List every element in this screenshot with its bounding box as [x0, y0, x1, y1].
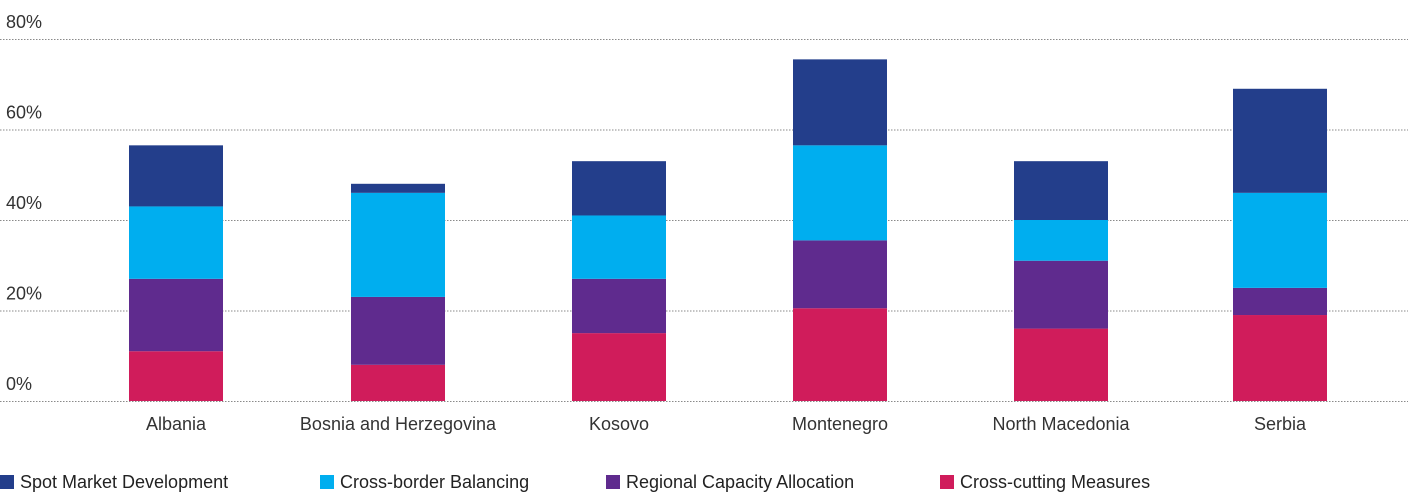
- legend-label: Spot Market Development: [20, 472, 229, 492]
- bar-segment: [129, 278, 223, 352]
- x-axis-tick-labels: Albania Bosnia and Herzegovina Kosovo Monte…: [146, 414, 1307, 434]
- legend-item: Regional Capacity Allocation: [606, 470, 854, 494]
- bar-stack: [1233, 88, 1327, 401]
- bar-segment: [1233, 192, 1327, 288]
- bar-segment: [572, 161, 666, 216]
- bar-segment: [793, 240, 887, 309]
- bar-segment: [129, 206, 223, 279]
- bar-segment: [129, 145, 223, 207]
- grid-lines: [0, 39, 1408, 402]
- legend: Spot Market Development Cross-border Bala…: [0, 470, 1408, 494]
- bar-segment: [351, 296, 445, 365]
- y-tick-label: 40%: [6, 193, 42, 213]
- bar-segment: [572, 215, 666, 279]
- y-tick-label: 20%: [6, 284, 42, 304]
- bar-stack: [129, 145, 223, 401]
- bar-segment: [793, 145, 887, 241]
- legend-item: Spot Market Development: [0, 470, 228, 494]
- legend-swatch: [320, 475, 334, 489]
- bar-segment: [572, 278, 666, 334]
- legend-item: Cross-cutting Measures: [940, 470, 1150, 494]
- bar-stack: [1014, 161, 1108, 401]
- bar-segment: [793, 308, 887, 401]
- bar-segment: [1014, 161, 1108, 220]
- bar-segment: [793, 59, 887, 146]
- bar-segment: [1014, 220, 1108, 261]
- bar-segment: [1233, 88, 1327, 193]
- bar-stack: [572, 161, 666, 401]
- bar-stack: [793, 59, 887, 401]
- bar-segment: [1233, 287, 1327, 316]
- y-tick-label: 60%: [6, 103, 42, 123]
- legend-label: Regional Capacity Allocation: [626, 472, 855, 492]
- x-tick-label: Montenegro: [792, 414, 888, 434]
- legend-label: Cross-cutting Measures: [960, 472, 1151, 492]
- y-axis-tick-labels: 0% 20% 40% 60% 80%: [6, 12, 42, 394]
- bar-segment: [1014, 328, 1108, 401]
- legend-swatch: [0, 475, 14, 489]
- bar-segment: [351, 192, 445, 297]
- bar-segment: [1014, 260, 1108, 329]
- x-tick-label: Albania: [146, 414, 207, 434]
- bar-stacks: [129, 59, 1327, 401]
- bar-segment: [351, 364, 445, 401]
- x-tick-label: Kosovo: [589, 414, 649, 434]
- legend-item: Cross-border Balancing: [320, 470, 529, 494]
- bar-stack: [351, 183, 445, 401]
- legend-label: Cross-border Balancing: [340, 472, 530, 492]
- y-tick-label: 80%: [6, 12, 42, 32]
- bar-segment: [351, 183, 445, 193]
- bar-segment: [572, 333, 666, 401]
- x-tick-label: Bosnia and Herzegovina: [300, 414, 497, 434]
- legend-swatch: [606, 475, 620, 489]
- x-tick-label: Serbia: [1254, 414, 1307, 434]
- legend-swatch: [940, 475, 954, 489]
- bar-segment: [129, 351, 223, 401]
- x-tick-label: North Macedonia: [992, 414, 1130, 434]
- y-tick-label: 0%: [6, 374, 32, 394]
- bar-segment: [1233, 315, 1327, 401]
